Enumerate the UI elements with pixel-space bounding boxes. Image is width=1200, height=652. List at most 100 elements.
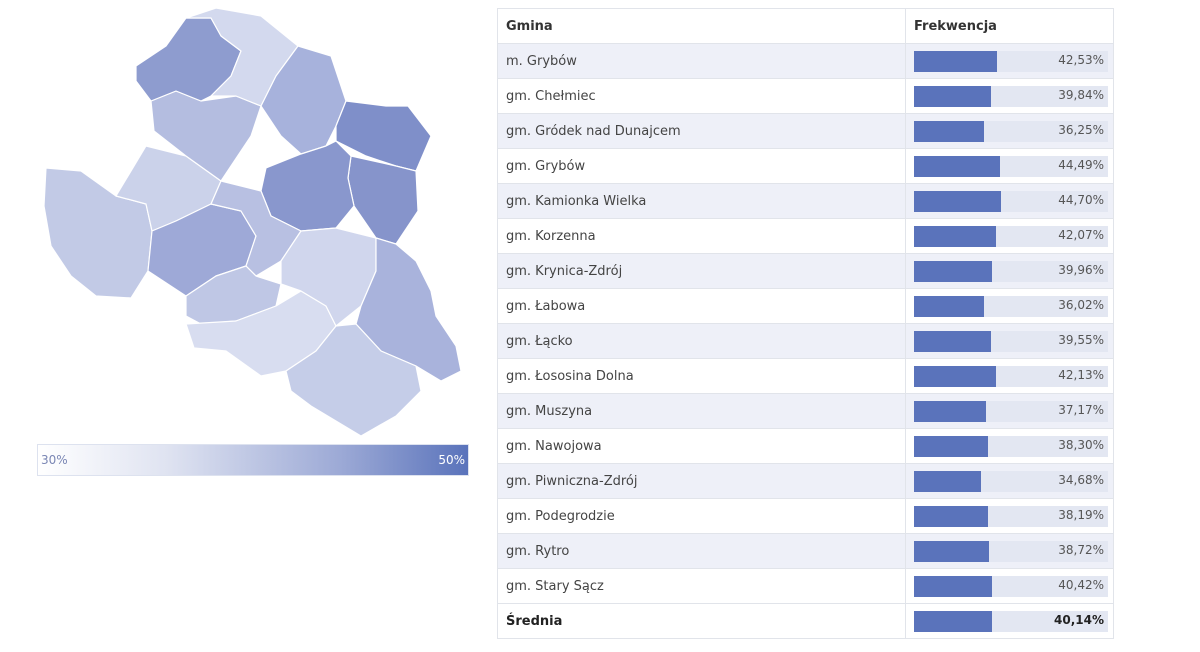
- gmina-name: m. Grybów: [498, 43, 906, 79]
- table-row[interactable]: gm. Chełmiec 39,84%: [498, 78, 1113, 114]
- color-scale-gradient: [38, 445, 468, 475]
- turnout-bar-track: 38,30%: [914, 435, 1108, 457]
- map-panel: 30% 50%: [36, 6, 469, 480]
- region-gm-krynica-zdrój[interactable]: [355, 237, 462, 382]
- gmina-name: gm. Podegrodzie: [498, 498, 906, 534]
- table-body: m. Grybów 42,53% gm. Chełmiec 39,84% gm. Gró…: [498, 43, 1113, 639]
- turnout-bar-fill: [914, 260, 992, 282]
- turnout-bar-track: 42,53%: [914, 50, 1108, 72]
- turnout-bar-track: 36,02%: [914, 295, 1108, 317]
- region-gm-grybów[interactable]: [185, 7, 299, 107]
- turnout-cell: 36,25%: [905, 113, 1113, 149]
- turnout-bar-track: 39,84%: [914, 85, 1108, 107]
- turnout-value: 36,02%: [1058, 297, 1104, 312]
- turnout-value: 42,07%: [1058, 227, 1104, 242]
- table-row[interactable]: gm. Łabowa 36,02%: [498, 288, 1113, 324]
- turnout-cell: 34,68%: [905, 463, 1113, 499]
- turnout-bar-fill: [914, 330, 991, 352]
- turnout-bar-fill: [914, 505, 989, 527]
- region-gm-gródek-nad-dunajcem[interactable]: [43, 167, 153, 299]
- turnout-bar-fill: [914, 50, 997, 72]
- turnout-bar-fill: [914, 225, 996, 247]
- table-row[interactable]: gm. Krynica-Zdrój 39,96%: [498, 253, 1113, 289]
- table-row[interactable]: gm. Łososina Dolna 42,13%: [498, 358, 1113, 394]
- legend-max-label: 50%: [438, 453, 465, 467]
- turnout-bar-fill: [914, 190, 1001, 212]
- turnout-cell: 39,96%: [905, 253, 1113, 289]
- region-gm-muszyna[interactable]: [285, 323, 422, 437]
- table-row[interactable]: gm. Korzenna 42,07%: [498, 218, 1113, 254]
- gmina-name: gm. Piwniczna-Zdrój: [498, 463, 906, 499]
- turnout-bar-track: 40,14%: [914, 610, 1108, 632]
- turnout-cell: 38,19%: [905, 498, 1113, 534]
- turnout-bar-fill: [914, 435, 989, 457]
- turnout-value: 44,49%: [1058, 157, 1104, 172]
- turnout-bar-track: 34,68%: [914, 470, 1108, 492]
- turnout-bar-fill: [914, 610, 992, 632]
- turnout-bar-track: 39,96%: [914, 260, 1108, 282]
- table-row[interactable]: gm. Kamionka Wielka 44,70%: [498, 183, 1113, 219]
- average-label: Średnia: [498, 603, 906, 639]
- table-row[interactable]: gm. Muszyna 37,17%: [498, 393, 1113, 429]
- gmina-name: gm. Krynica-Zdrój: [498, 253, 906, 289]
- table-row[interactable]: gm. Podegrodzie 38,19%: [498, 498, 1113, 534]
- region-gm-łącko[interactable]: [185, 265, 282, 325]
- turnout-bar-track: 42,13%: [914, 365, 1108, 387]
- region-m-grybów-area[interactable]: [347, 155, 419, 245]
- turnout-table: Gmina Frekwencja m. Grybów 42,53% gm. Cheł…: [498, 9, 1113, 639]
- table-row[interactable]: gm. Nawojowa 38,30%: [498, 428, 1113, 464]
- gmina-name: gm. Gródek nad Dunajcem: [498, 113, 906, 149]
- gmina-name: gm. Łącko: [498, 323, 906, 359]
- table-row[interactable]: gm. Gródek nad Dunajcem 36,25%: [498, 113, 1113, 149]
- turnout-value: 42,13%: [1058, 367, 1104, 382]
- turnout-cell: 44,49%: [905, 148, 1113, 184]
- turnout-cell: 39,84%: [905, 78, 1113, 114]
- turnout-bar-fill: [914, 120, 985, 142]
- table-row[interactable]: gm. Stary Sącz 40,42%: [498, 568, 1113, 604]
- turnout-bar-fill: [914, 575, 993, 597]
- column-header-frekwencja[interactable]: Frekwencja: [905, 9, 1113, 44]
- turnout-value: 38,19%: [1058, 507, 1104, 522]
- turnout-bar-fill: [914, 85, 992, 107]
- gmina-name: gm. Grybów: [498, 148, 906, 184]
- turnout-bar-track: 39,55%: [914, 330, 1108, 352]
- average-row[interactable]: Średnia 40,14%: [498, 603, 1113, 639]
- turnout-cell: 36,02%: [905, 288, 1113, 324]
- turnout-value: 38,30%: [1058, 437, 1104, 452]
- turnout-bar-track: 42,07%: [914, 225, 1108, 247]
- turnout-value: 34,68%: [1058, 472, 1104, 487]
- column-header-gmina[interactable]: Gmina: [498, 9, 906, 44]
- turnout-cell: 38,30%: [905, 428, 1113, 464]
- legend-min-label: 30%: [41, 453, 68, 467]
- turnout-bar-track: 44,70%: [914, 190, 1108, 212]
- turnout-bar-fill: [914, 155, 1001, 177]
- turnout-bar-track: 38,72%: [914, 540, 1108, 562]
- gmina-name: gm. Łososina Dolna: [498, 358, 906, 394]
- gmina-name: gm. Stary Sącz: [498, 568, 906, 604]
- table-row[interactable]: gm. Rytro 38,72%: [498, 533, 1113, 569]
- table-row[interactable]: gm. Łącko 39,55%: [498, 323, 1113, 359]
- turnout-cell: 38,72%: [905, 533, 1113, 569]
- turnout-bar-fill: [914, 470, 982, 492]
- gmina-name: gm. Rytro: [498, 533, 906, 569]
- turnout-bar-track: 36,25%: [914, 120, 1108, 142]
- turnout-cell: 40,42%: [905, 568, 1113, 604]
- gmina-name: gm. Muszyna: [498, 393, 906, 429]
- gmina-name: gm. Korzenna: [498, 218, 906, 254]
- table-header-row: Gmina Frekwencja: [498, 9, 1113, 44]
- color-scale-legend: 30% 50%: [37, 444, 469, 476]
- turnout-bar-fill: [914, 540, 990, 562]
- turnout-value: 38,72%: [1058, 542, 1104, 557]
- gmina-name: gm. Chełmiec: [498, 78, 906, 114]
- gmina-name: gm. Kamionka Wielka: [498, 183, 906, 219]
- turnout-value: 36,25%: [1058, 122, 1104, 137]
- choropleth-map: [43, 7, 462, 437]
- turnout-cell: 40,14%: [905, 603, 1113, 639]
- table-row[interactable]: gm. Piwniczna-Zdrój 34,68%: [498, 463, 1113, 499]
- table-row[interactable]: m. Grybów 42,53%: [498, 43, 1113, 79]
- turnout-cell: 42,07%: [905, 218, 1113, 254]
- table-row[interactable]: gm. Grybów 44,49%: [498, 148, 1113, 184]
- turnout-table-container: Gmina Frekwencja m. Grybów 42,53% gm. Cheł…: [497, 8, 1114, 639]
- turnout-bar-fill: [914, 295, 984, 317]
- turnout-cell: 39,55%: [905, 323, 1113, 359]
